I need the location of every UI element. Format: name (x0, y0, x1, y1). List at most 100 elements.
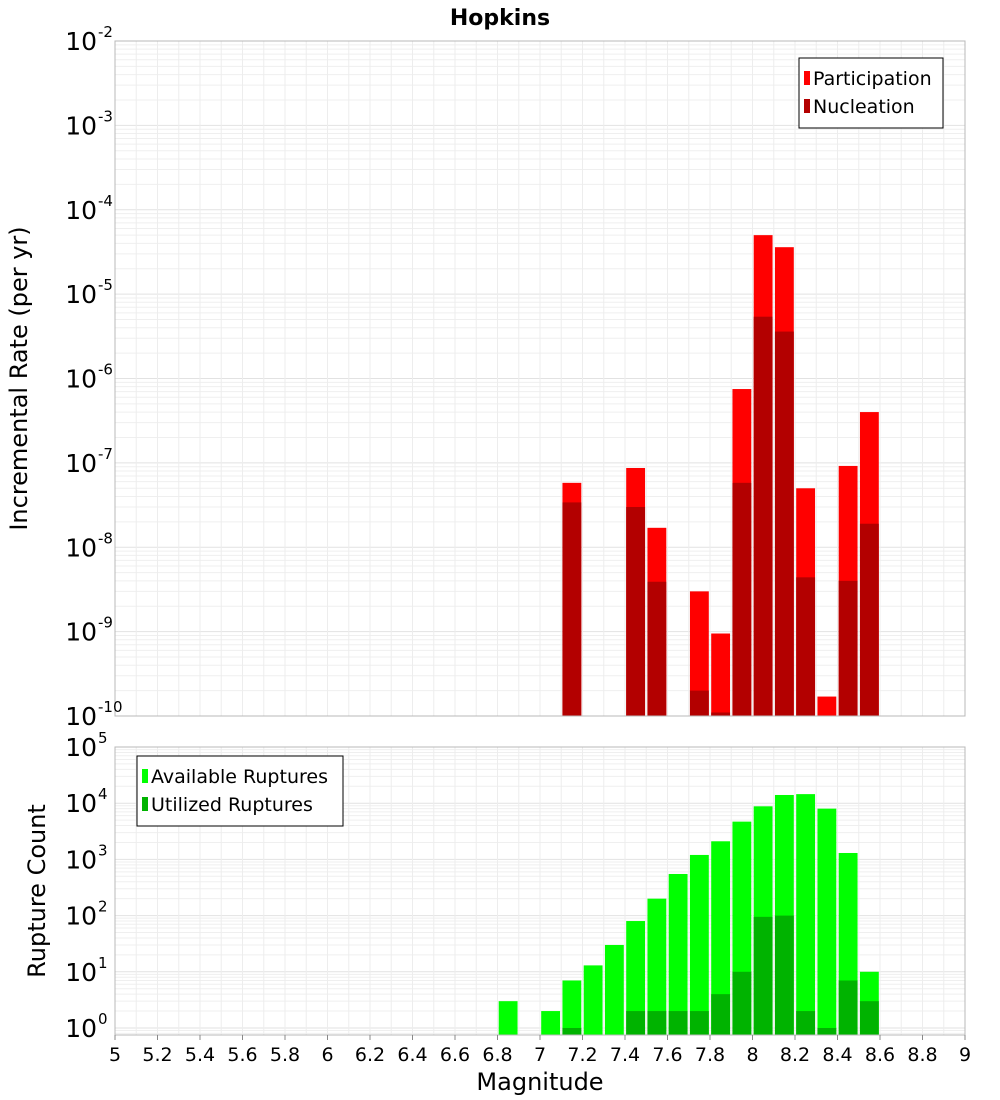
bar (732, 482, 752, 716)
bar (647, 581, 667, 716)
bar (668, 1011, 688, 1035)
y-tick-exponent: -5 (98, 276, 113, 294)
y-tick-exponent: 4 (98, 785, 108, 803)
y-tick-base: 10 (65, 196, 97, 225)
bar (647, 898, 667, 1035)
y-tick-base: 10 (65, 365, 97, 394)
y-tick-exponent: 1 (98, 954, 108, 972)
y-tick-label: 10 5 (65, 729, 107, 762)
bar (583, 965, 603, 1035)
y-tick-exponent: -8 (98, 529, 113, 547)
legend-swatch (804, 71, 810, 85)
bar (711, 994, 731, 1035)
y-tick-exponent: 3 (98, 841, 108, 859)
bar (626, 1011, 646, 1035)
legend-label: Available Ruptures (151, 766, 328, 788)
y-tick-base: 10 (65, 902, 97, 931)
bar (753, 316, 773, 716)
bar (604, 944, 624, 1035)
bar (689, 591, 709, 716)
bar (647, 1011, 667, 1035)
x-tick-label: 8.2 (780, 1044, 810, 1066)
y-tick-exponent: -10 (98, 698, 123, 716)
bar (626, 506, 646, 716)
y-tick-label: 10 -8 (65, 529, 113, 562)
y-tick-label: 10 2 (65, 898, 107, 931)
x-tick-label: 6.6 (440, 1044, 470, 1066)
y-tick-label: 10 -10 (65, 698, 122, 731)
bar (774, 915, 794, 1035)
legend-label: Nucleation (813, 96, 915, 118)
y-tick-base: 10 (65, 27, 97, 56)
y-tick-label: 10 -5 (65, 276, 113, 309)
x-tick-label: 8.4 (822, 1044, 852, 1066)
x-tick-label: 7.6 (652, 1044, 682, 1066)
x-tick-label: 5.2 (142, 1044, 172, 1066)
bar (562, 502, 582, 716)
y-tick-exponent: -3 (98, 107, 113, 125)
y-tick-exponent: -9 (98, 614, 113, 632)
x-tick-label: 6.4 (397, 1044, 427, 1066)
x-tick-label: 7.8 (695, 1044, 725, 1066)
bar (562, 1027, 582, 1035)
x-tick-label: 5 (109, 1044, 121, 1066)
y-tick-label: 10 -3 (65, 107, 113, 140)
bar (689, 1011, 709, 1035)
y-tick-label: 10 0 (65, 1010, 107, 1043)
y-tick-label: 10 -9 (65, 614, 113, 647)
y-tick-base: 10 (65, 618, 97, 647)
x-tick-label: 7.4 (610, 1044, 640, 1066)
x-tick-label: 8 (746, 1044, 758, 1066)
y-tick-exponent: -6 (98, 361, 113, 379)
x-tick-label: 5.6 (227, 1044, 257, 1066)
bar (753, 916, 773, 1035)
y-tick-base: 10 (65, 1014, 97, 1043)
x-tick-label: 7 (534, 1044, 546, 1066)
x-tick-label: 6 (321, 1044, 333, 1066)
bar (668, 873, 688, 1035)
y-tick-base: 10 (65, 280, 97, 309)
x-tick-label: 5.8 (270, 1044, 300, 1066)
bar (838, 580, 858, 716)
y-tick-exponent: 2 (98, 898, 108, 916)
bar (689, 854, 709, 1035)
y-tick-base: 10 (65, 702, 97, 731)
bottom-legend: Available Ruptures Utilized Ruptures (136, 755, 344, 827)
y-tick-label: 10 3 (65, 841, 107, 874)
legend-box (136, 755, 344, 827)
x-tick-label: 6.8 (482, 1044, 512, 1066)
bar (817, 808, 837, 1035)
bar (711, 841, 731, 1035)
y-tick-base: 10 (65, 958, 97, 987)
y-tick-base: 10 (65, 845, 97, 874)
y-tick-label: 10 -7 (65, 445, 113, 478)
bar (626, 921, 646, 1035)
x-ticks: 5 5.2 5.4 5.6 5.8 6 6.2 6.4 6.6 6.8 7 7.2 7.4 7.6 7.8 8… (109, 1035, 971, 1066)
bar (817, 696, 837, 716)
legend-label: Utilized Ruptures (151, 794, 313, 816)
bar (732, 971, 752, 1035)
bar (498, 1001, 518, 1035)
y-tick-exponent: 5 (98, 729, 108, 747)
y-tick-base: 10 (65, 533, 97, 562)
bar (817, 1027, 837, 1035)
legend-swatch (804, 99, 810, 113)
y-tick-base: 10 (65, 789, 97, 818)
x-tick-label: 7.2 (567, 1044, 597, 1066)
y-tick-label: 10 -2 (65, 23, 113, 56)
y-tick-exponent: 0 (98, 1010, 108, 1028)
y-tick-base: 10 (65, 111, 97, 140)
top-grid (114, 41, 966, 717)
bar (711, 633, 731, 716)
bar (859, 1001, 879, 1035)
top-plot-frame (114, 40, 966, 717)
chart-title: Hopkins (450, 6, 550, 31)
x-tick-label: 6.2 (355, 1044, 385, 1066)
legend-swatch (142, 797, 148, 811)
y-tick-label: 10 -4 (65, 192, 113, 225)
bar (774, 331, 794, 716)
bar (796, 794, 816, 1035)
